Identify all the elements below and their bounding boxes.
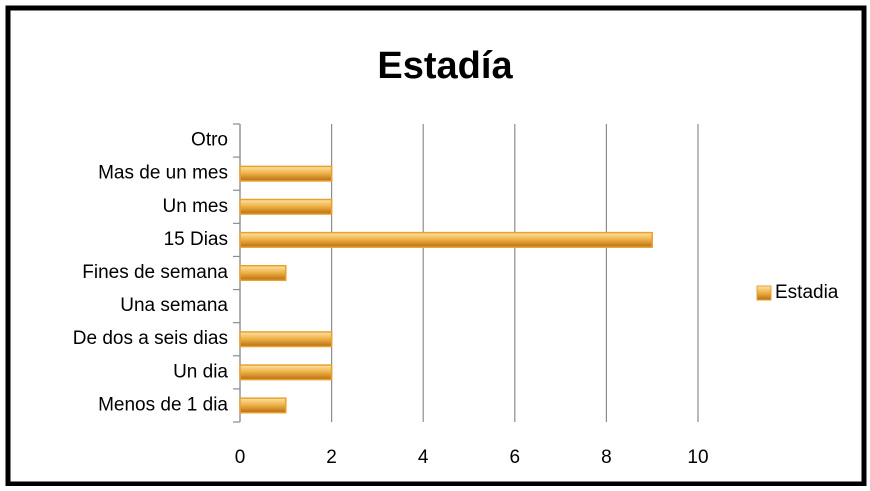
y-tick-label: Menos de 1 dia bbox=[98, 394, 228, 415]
bar bbox=[239, 231, 653, 248]
x-tick-label: 10 bbox=[687, 447, 708, 468]
y-tick-label: Mas de un mes bbox=[98, 163, 228, 184]
bar bbox=[239, 264, 287, 282]
bar bbox=[239, 165, 333, 182]
x-tick-label: 4 bbox=[418, 447, 429, 468]
bar bbox=[239, 331, 333, 348]
legend-label: Estadia bbox=[775, 282, 839, 303]
x-tick-label: 6 bbox=[510, 447, 521, 468]
bar bbox=[239, 198, 333, 215]
y-tick-label: Fines de semana bbox=[82, 262, 228, 283]
x-tick-label: 8 bbox=[601, 447, 612, 468]
legend-swatch bbox=[756, 285, 772, 301]
y-tick-label: 15 Dias bbox=[164, 229, 228, 250]
bar bbox=[239, 364, 333, 381]
x-tick-label: 2 bbox=[326, 447, 337, 468]
x-tick-label: 0 bbox=[235, 447, 246, 468]
y-tick-label: Una semana bbox=[120, 295, 228, 316]
y-tick-label: Un mes bbox=[163, 196, 228, 217]
y-tick-label: Un dia bbox=[173, 361, 228, 382]
chart-title: Estadía bbox=[377, 45, 513, 87]
y-tick-label: De dos a seis dias bbox=[73, 328, 228, 349]
y-tick-label: Otro bbox=[191, 130, 228, 151]
bar bbox=[239, 397, 287, 414]
